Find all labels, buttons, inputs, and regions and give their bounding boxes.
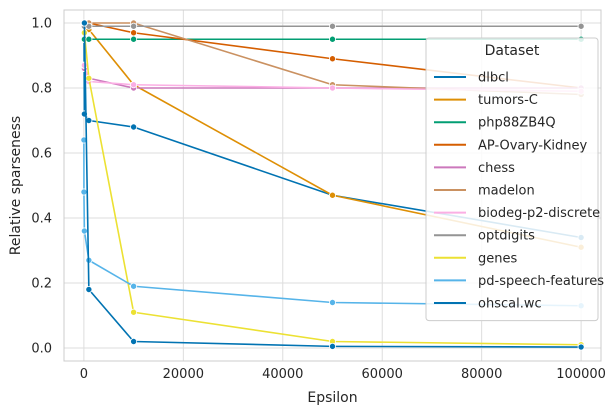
series-optdigits [80, 22, 585, 30]
data-point [328, 191, 336, 199]
series-ohscal.wc [80, 19, 585, 351]
y-axis-ticks: 0.0 0.2 0.4 0.6 0.8 1.0 [31, 17, 52, 357]
data-point [328, 298, 336, 306]
legend-item: ohscal.wc [434, 297, 542, 312]
data-point [328, 342, 336, 350]
series-lines [80, 19, 585, 351]
y-tick-label: 0.2 [31, 277, 52, 292]
legend-item: madelon [434, 184, 535, 199]
data-point [328, 84, 336, 92]
x-tick-label: 20000 [163, 367, 204, 382]
data-point [85, 285, 93, 293]
data-point [130, 35, 138, 43]
data-point [328, 22, 336, 30]
legend-label: biodeg-p2-discrete [478, 206, 600, 221]
data-point [80, 227, 88, 235]
y-tick-label: 0.8 [31, 82, 52, 97]
y-axis-label: Relative sparseness [8, 116, 24, 255]
data-point [130, 282, 138, 290]
data-point [328, 55, 336, 63]
legend-label: pd-speech-features [478, 274, 604, 289]
legend-label: chess [478, 161, 515, 176]
legend-label: optdigits [478, 229, 535, 244]
data-point [130, 337, 138, 345]
data-point [80, 19, 88, 27]
x-tick-label: 100000 [556, 367, 606, 382]
x-tick-label: 80000 [461, 367, 502, 382]
data-point [85, 35, 93, 43]
x-tick-label: 40000 [262, 367, 303, 382]
legend-box [425, 37, 599, 322]
legend-item: AP-Ovary-Kidney [434, 138, 588, 153]
legend: Dataset dlbcl tumors-C php88ZB4Q AP-Ovary-K… [425, 37, 604, 322]
legend-item: genes [434, 251, 517, 266]
legend-label: php88ZB4Q [478, 116, 556, 131]
y-tick-label: 0.0 [31, 342, 52, 357]
legend-items: dlbcl tumors-C php88ZB4Q AP-Ovary-Kidney che… [434, 71, 604, 312]
x-tick-label: 60000 [362, 367, 403, 382]
data-point [130, 308, 138, 316]
legend-label: genes [478, 251, 517, 266]
data-point [85, 74, 93, 82]
x-tick-label: 0 [80, 367, 88, 382]
legend-label: tumors-C [478, 93, 538, 108]
y-tick-label: 0.6 [31, 147, 52, 162]
data-point [130, 22, 138, 30]
data-point [328, 35, 336, 43]
legend-label: madelon [478, 184, 535, 199]
data-point [577, 343, 585, 351]
legend-item: pd-speech-features [434, 274, 604, 289]
data-point [80, 188, 88, 196]
legend-label: dlbcl [478, 71, 509, 86]
legend-label: AP-Ovary-Kidney [478, 138, 588, 153]
plot-frame [63, 9, 602, 362]
y-tick-label: 1.0 [31, 17, 52, 32]
x-axis-ticks: 0 20000 40000 60000 80000 100000 [80, 367, 606, 382]
legend-item: optdigits [434, 229, 535, 244]
data-point [577, 22, 585, 30]
legend-item: dlbcl [434, 71, 509, 86]
data-point [130, 81, 138, 89]
data-point [130, 29, 138, 37]
legend-title: Dataset [485, 43, 540, 59]
legend-item: php88ZB4Q [434, 116, 556, 131]
y-tick-label: 0.4 [31, 212, 52, 227]
x-axis-label: Epsilon [307, 390, 357, 406]
legend-item: tumors-C [434, 93, 538, 108]
legend-item: biodeg-p2-discrete [434, 206, 600, 221]
legend-label: ohscal.wc [478, 297, 542, 312]
legend-item: chess [434, 161, 515, 176]
data-point [130, 123, 138, 131]
